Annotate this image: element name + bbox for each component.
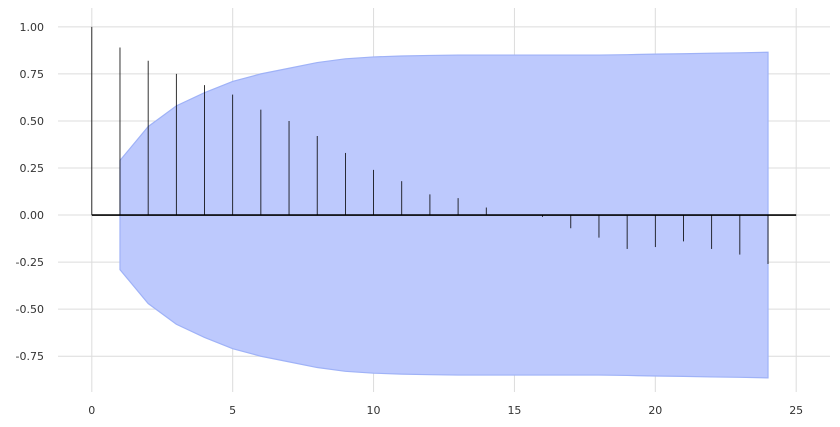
y-tick-label: 0.50 — [20, 115, 45, 128]
y-tick-label: -0.50 — [16, 303, 44, 316]
y-tick-label: 0.75 — [20, 68, 45, 81]
y-tick-label: 0.25 — [20, 162, 45, 175]
x-tick-label: 25 — [789, 404, 803, 417]
y-tick-label: 1.00 — [20, 21, 45, 34]
y-axis-ticks: -0.75 -0.50 -0.25 0.00 0.25 0.50 0.75 1.00 — [16, 21, 44, 363]
x-tick-label: 10 — [367, 404, 381, 417]
x-tick-label: 0 — [88, 404, 95, 417]
x-tick-label: 20 — [648, 404, 662, 417]
x-axis-ticks: 0 5 10 15 20 25 — [88, 404, 803, 417]
x-tick-label: 5 — [229, 404, 236, 417]
y-tick-label: 0.00 — [20, 209, 45, 222]
y-tick-label: -0.25 — [16, 256, 44, 269]
x-tick-label: 15 — [507, 404, 521, 417]
stems — [91, 26, 769, 264]
y-tick-label: -0.75 — [16, 350, 44, 363]
